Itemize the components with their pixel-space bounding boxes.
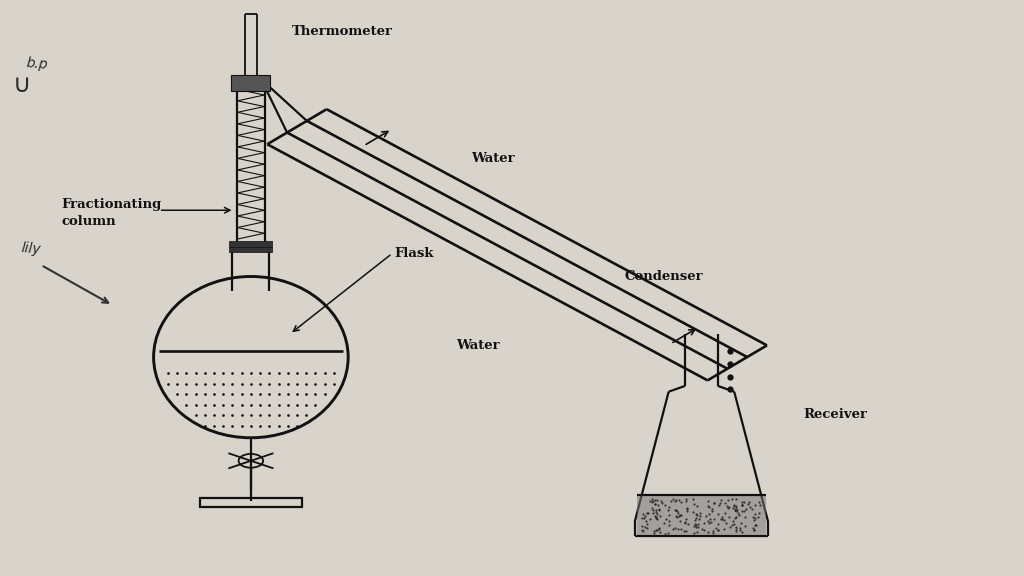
- Text: Water: Water: [456, 339, 500, 352]
- Bar: [229, 247, 272, 252]
- Bar: [637, 495, 766, 535]
- Text: Flask: Flask: [394, 247, 434, 260]
- Text: Water: Water: [471, 152, 515, 165]
- Text: ∪: ∪: [12, 73, 31, 97]
- Bar: [200, 498, 302, 507]
- Bar: [229, 241, 272, 247]
- Text: b.p: b.p: [26, 56, 48, 72]
- Text: lily: lily: [20, 241, 42, 256]
- Bar: [231, 75, 270, 91]
- Text: Condenser: Condenser: [625, 270, 703, 283]
- Text: Fractionating: Fractionating: [61, 198, 162, 211]
- Text: column: column: [61, 215, 116, 228]
- Text: Thermometer: Thermometer: [292, 25, 393, 38]
- Text: Receiver: Receiver: [804, 408, 868, 421]
